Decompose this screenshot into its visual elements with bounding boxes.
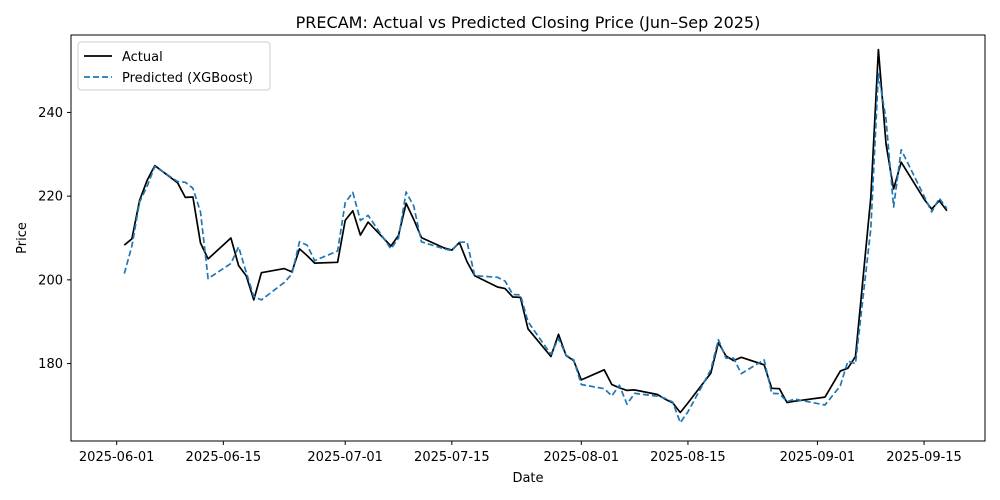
plot-background: [71, 35, 985, 441]
x-axis-label: Date: [512, 471, 543, 486]
plot-area: [70, 34, 986, 442]
plot-frame: [70, 34, 986, 442]
y-tick-label: 240: [38, 106, 63, 121]
series-line-actual: [123, 48, 948, 414]
legend-label-actual: Actual: [122, 50, 163, 65]
y-tick-label: 200: [38, 273, 63, 288]
y-axis: 180 200 220 240: [38, 106, 71, 372]
y-tick-label: 180: [38, 357, 63, 372]
x-tick-label: 2025-06-15: [186, 450, 262, 465]
x-tick-label: 2025-08-01: [544, 450, 620, 465]
series-layer: [123, 48, 948, 424]
x-tick-label: 2025-09-15: [886, 450, 962, 465]
y-tick-label: 220: [38, 190, 63, 205]
legend-frame: [77, 41, 271, 91]
y-axis-label: Price: [15, 222, 30, 254]
x-tick-label: 2025-07-01: [307, 450, 383, 465]
x-axis: 2025-06-01 2025-06-15 2025-07-01 2025-07-15…: [79, 441, 962, 465]
x-tick-label: 2025-06-01: [79, 450, 155, 465]
x-tick-label: 2025-09-01: [780, 450, 856, 465]
legend-label-predicted: Predicted (XGBoost): [122, 71, 253, 86]
chart-title: PRECAM: Actual vs Predicted Closing Pric…: [296, 13, 761, 32]
series-line-predicted: [123, 72, 948, 424]
legend: Actual Predicted (XGBoost): [77, 41, 271, 91]
x-tick-label: 2025-07-15: [414, 450, 490, 465]
x-tick-label: 2025-08-15: [650, 450, 726, 465]
